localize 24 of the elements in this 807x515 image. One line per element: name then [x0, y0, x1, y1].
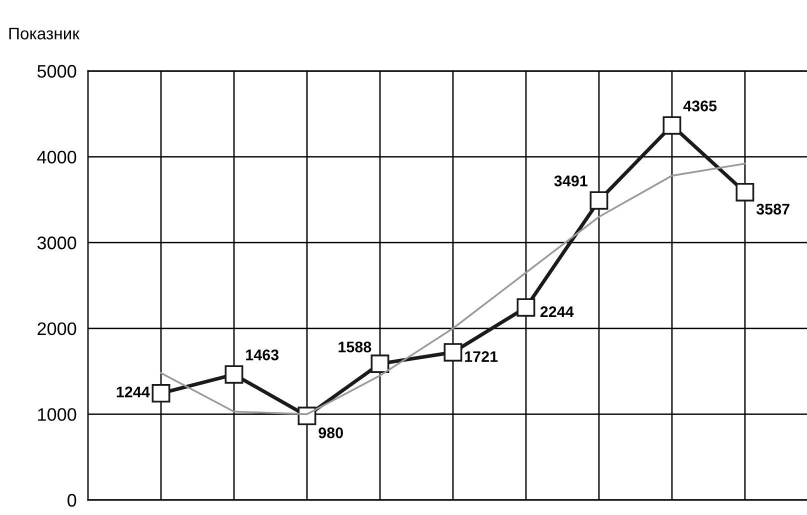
data-label: 1463	[246, 350, 279, 360]
y-tick-label: 1000	[38, 408, 76, 421]
data-label: 980	[318, 427, 343, 438]
point	[224, 365, 244, 384]
point	[370, 354, 390, 373]
y-tick-label: 2000	[38, 322, 76, 336]
data-label: 1721	[465, 351, 498, 362]
data-label: 2244	[540, 306, 574, 317]
y-tick-label: 5000	[37, 64, 76, 78]
point	[444, 343, 462, 362]
data-label: 1588	[338, 342, 372, 352]
y-axis-title: Показник	[9, 28, 80, 40]
point	[590, 191, 608, 210]
point	[736, 182, 754, 202]
y-tick-label: 4000	[37, 150, 76, 164]
data-label: 3491	[554, 176, 588, 186]
point	[152, 384, 170, 403]
y-tick-label: 3000	[37, 236, 76, 250]
point	[516, 298, 536, 317]
data-label: 3587	[756, 204, 790, 215]
data-label: 1244	[116, 386, 150, 398]
point	[662, 116, 682, 135]
y-tick-label: 0	[68, 494, 76, 507]
data-label: 4365	[683, 100, 717, 112]
